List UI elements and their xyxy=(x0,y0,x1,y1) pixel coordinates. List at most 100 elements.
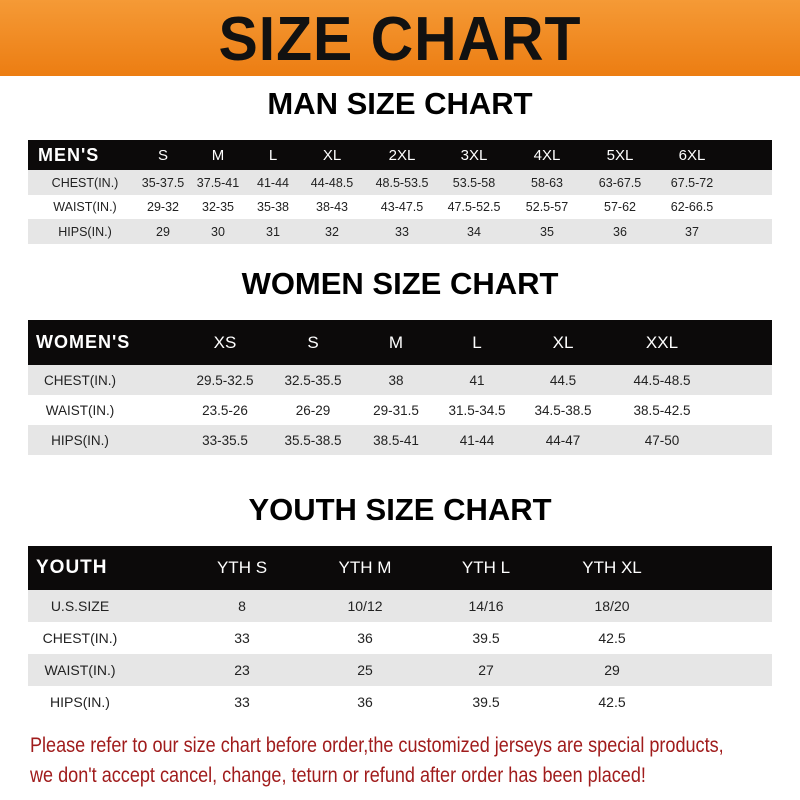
measurement-label: HIPS(IN.) xyxy=(50,694,110,710)
table-cell: 41-44 xyxy=(257,175,289,190)
table-cell: 42.5 xyxy=(598,694,626,710)
table-cell: 31 xyxy=(266,224,280,239)
table-title-cell: WOMEN'S xyxy=(36,332,131,352)
table-title-cell: MEN'S xyxy=(38,144,100,165)
table-cell: 33 xyxy=(234,694,250,710)
size-header-cell: YTH S xyxy=(216,558,268,577)
table-cell: 35 xyxy=(540,224,554,239)
youth-header-row: YOUTH YTH S YTH M YTH L YTH XL xyxy=(28,546,772,590)
table-cell: 43-47.5 xyxy=(380,200,424,214)
size-header-cell: 3XL xyxy=(460,146,488,164)
table-cell: 38.5-41 xyxy=(373,432,419,448)
table-cell: 36 xyxy=(357,630,373,646)
size-header-cell: 2XL xyxy=(388,146,416,164)
table-cell: 33 xyxy=(234,630,250,646)
size-header-cell: L xyxy=(268,146,278,164)
table-cell: 35-37.5 xyxy=(141,175,185,190)
table-row: HIPS(IN.) 33-35.5 35.5-38.5 38.5-41 41-44 44-… xyxy=(28,425,772,455)
table-cell: 32-35 xyxy=(202,200,234,214)
table-cell: 29-31.5 xyxy=(373,402,419,418)
table-cell: 47-50 xyxy=(644,432,680,448)
table-cell: 10/12 xyxy=(347,598,383,614)
order-notice-line-2: we don't accept cancel, change, teturn o… xyxy=(30,764,646,787)
table-cell: 44.5 xyxy=(549,372,577,388)
size-header-cell: M xyxy=(388,332,404,352)
table-cell: 29 xyxy=(156,224,170,239)
men-section-title: MAN SIZE CHART xyxy=(267,86,533,121)
table-row: WAIST(IN.) 29-32 32-35 35-38 38-43 43-47.5 47.… xyxy=(28,195,772,219)
table-cell: 23.5-26 xyxy=(202,402,248,418)
table-cell: 53.5-58 xyxy=(452,175,496,190)
size-header-cell: S xyxy=(307,332,319,352)
page-title: SIZE CHART xyxy=(218,5,582,74)
table-cell: 44.5-48.5 xyxy=(633,372,691,388)
table-cell: 63-67.5 xyxy=(598,175,642,190)
men-size-table: MEN'S S M L XL 2XL 3XL 4XL 5XL 6XL CHEST(IN.) 35-37… xyxy=(28,140,772,244)
size-header-cell: YTH XL xyxy=(582,558,642,577)
table-cell: 52.5-57 xyxy=(525,200,569,214)
table-row: WAIST(IN.) 23.5-26 26-29 29-31.5 31.5-34.5 34… xyxy=(28,395,772,425)
size-header-cell: L xyxy=(472,332,482,352)
table-cell: 37 xyxy=(685,224,699,239)
table-cell: 18/20 xyxy=(594,598,630,614)
women-size-table: WOMEN'S XS S M L XL XXL CHEST(IN.) 29.5-32.5 32.5… xyxy=(28,320,772,455)
measurement-label: CHEST(IN.) xyxy=(42,630,118,646)
measurement-label: WAIST(IN.) xyxy=(44,662,116,678)
table-cell: 33-35.5 xyxy=(202,432,248,448)
table-cell: 36 xyxy=(357,694,373,710)
table-cell: 33 xyxy=(395,224,409,239)
youth-section-title: YOUTH SIZE CHART xyxy=(248,492,552,527)
size-header-cell: YTH M xyxy=(338,558,392,577)
order-notice-line-1: Please refer to our size chart before or… xyxy=(30,734,724,757)
table-cell: 58-63 xyxy=(531,175,563,190)
table-cell: 30 xyxy=(211,224,225,239)
table-cell: 29 xyxy=(604,662,620,678)
table-cell: 23 xyxy=(234,662,250,678)
men-header-row: MEN'S S M L XL 2XL 3XL 4XL 5XL 6XL xyxy=(28,140,772,170)
table-cell: 57-62 xyxy=(604,200,636,214)
table-cell: 42.5 xyxy=(598,630,626,646)
table-cell: 39.5 xyxy=(472,694,500,710)
table-row: U.S.SIZE 8 10/12 14/16 18/20 xyxy=(28,590,772,622)
size-header-cell: 4XL xyxy=(533,146,561,164)
table-cell: 14/16 xyxy=(468,598,504,614)
table-cell: 36 xyxy=(613,224,627,239)
measurement-label: HIPS(IN.) xyxy=(51,432,109,448)
title-banner: SIZE CHART xyxy=(0,0,800,76)
measurement-label: CHEST(IN.) xyxy=(51,175,119,190)
table-row: CHEST(IN.) 29.5-32.5 32.5-35.5 38 41 44.5 44.5… xyxy=(28,365,772,395)
table-cell: 38.5-42.5 xyxy=(633,402,691,418)
measurement-label: WAIST(IN.) xyxy=(45,402,115,418)
table-cell: 48.5-53.5 xyxy=(375,175,429,190)
table-row: WAIST(IN.) 23 25 27 29 xyxy=(28,654,772,686)
table-cell: 67.5-72 xyxy=(670,175,714,190)
size-header-cell: 5XL xyxy=(606,146,634,164)
size-header-cell: S xyxy=(157,146,169,164)
table-cell: 32.5-35.5 xyxy=(284,372,342,388)
table-cell: 44-47 xyxy=(545,432,581,448)
table-row: HIPS(IN.) 33 36 39.5 42.5 xyxy=(28,686,772,718)
size-header-cell: XL xyxy=(322,146,342,164)
size-header-cell: XXL xyxy=(645,332,679,352)
table-cell: 34 xyxy=(467,224,481,239)
table-cell: 38-43 xyxy=(316,200,348,214)
table-title-cell: YOUTH xyxy=(36,557,108,578)
measurement-label: HIPS(IN.) xyxy=(58,224,112,239)
size-header-cell: 6XL xyxy=(678,146,706,164)
table-cell: 38 xyxy=(388,372,404,388)
size-header-cell: XL xyxy=(552,332,574,352)
women-section-title: WOMEN SIZE CHART xyxy=(241,266,559,301)
table-cell: 62-66.5 xyxy=(670,200,714,214)
table-cell: 25 xyxy=(357,662,373,678)
table-cell: 27 xyxy=(478,662,494,678)
size-header-cell: XS xyxy=(213,332,237,352)
youth-size-table: YOUTH YTH S YTH M YTH L YTH XL U.S.SIZE 8 10/12… xyxy=(28,546,772,718)
table-cell: 39.5 xyxy=(472,630,500,646)
women-header-row: WOMEN'S XS S M L XL XXL xyxy=(28,320,772,365)
table-cell: 44-48.5 xyxy=(310,175,354,190)
measurement-label: WAIST(IN.) xyxy=(53,200,117,214)
table-cell: 29.5-32.5 xyxy=(196,372,254,388)
table-cell: 47.5-52.5 xyxy=(447,200,501,214)
table-cell: 8 xyxy=(238,598,246,614)
table-row: CHEST(IN.) 35-37.5 37.5-41 41-44 44-48.5 48.5… xyxy=(28,170,772,195)
